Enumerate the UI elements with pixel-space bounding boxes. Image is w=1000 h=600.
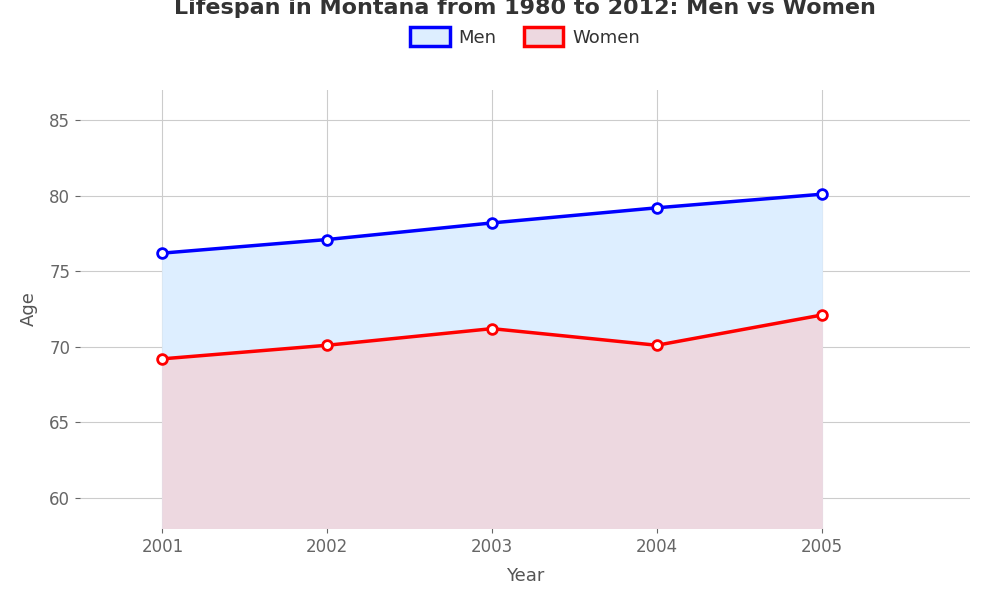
X-axis label: Year: Year bbox=[506, 567, 544, 585]
Y-axis label: Age: Age bbox=[20, 292, 38, 326]
Title: Lifespan in Montana from 1980 to 2012: Men vs Women: Lifespan in Montana from 1980 to 2012: M… bbox=[174, 0, 876, 17]
Legend: Men, Women: Men, Women bbox=[403, 20, 647, 54]
